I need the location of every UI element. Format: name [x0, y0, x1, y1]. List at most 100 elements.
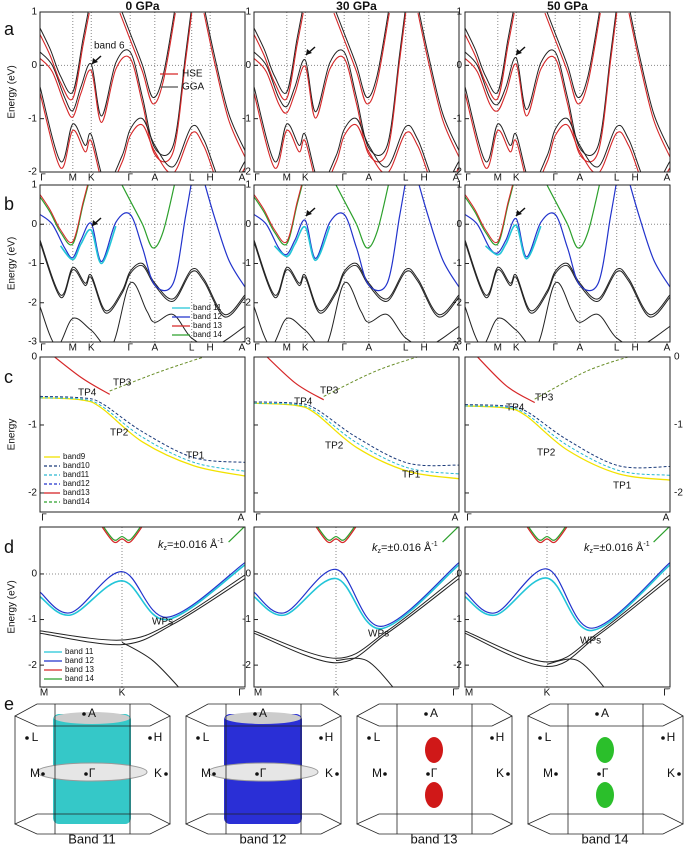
symmetry-point	[255, 772, 259, 776]
symmetry-point	[253, 712, 257, 716]
y-tick-label: 0	[31, 219, 37, 230]
caption: band 13	[411, 831, 458, 846]
x-tick-label: L	[614, 173, 620, 184]
plot-frame	[253, 11, 460, 173]
band-curve	[40, 239, 245, 316]
point-label: TP4	[294, 397, 313, 408]
y-tick-label: 0	[456, 219, 462, 230]
point-label: TP2	[325, 441, 344, 452]
band-curve	[254, 242, 459, 318]
x-tick-label: H	[207, 343, 214, 354]
band-curve	[476, 357, 536, 404]
symmetry-point	[506, 772, 510, 776]
x-tick-label: M	[494, 173, 502, 184]
band-curve	[323, 357, 419, 397]
y-tick-label: -1	[453, 258, 462, 269]
kz-label: kz=±0.016 Å-1	[584, 541, 650, 555]
arrow-head	[306, 210, 312, 216]
band-curve	[254, 12, 304, 101]
x-tick-label: Γ	[127, 343, 133, 354]
band-curve	[40, 185, 89, 244]
band-curve	[101, 527, 143, 544]
band-curve	[40, 12, 90, 101]
band-curve	[121, 185, 176, 249]
legend-label: band12	[63, 479, 90, 488]
x-tick-label: H	[632, 343, 639, 354]
point-label: H	[325, 730, 334, 744]
band-curve	[204, 185, 245, 288]
point-label: A	[88, 706, 96, 720]
brillouin-zone	[527, 703, 684, 835]
x-tick-label: M̄	[254, 686, 262, 699]
symmetry-point	[164, 772, 168, 776]
annotation: band 6	[94, 41, 125, 52]
x-tick-label: K̄	[119, 686, 126, 699]
y-tick-label: 0	[31, 352, 37, 363]
band-curve	[254, 12, 407, 163]
symmetry-point	[82, 712, 86, 716]
band-curve	[254, 12, 406, 156]
x-tick-label: Γ	[40, 343, 46, 354]
band-curve	[254, 185, 303, 244]
x-tick-label: A	[239, 173, 246, 184]
x-tick-label: Γ	[552, 173, 558, 184]
caption: Band 11	[68, 831, 115, 846]
x-tick-label: A	[576, 173, 583, 184]
band-curve	[417, 12, 459, 158]
band-curve	[254, 401, 459, 467]
kz-part: -1	[643, 541, 649, 548]
plot-frame	[464, 526, 671, 688]
band-curve	[40, 185, 89, 246]
x-tick-label: L	[189, 343, 195, 354]
point-label: K	[154, 766, 162, 780]
band-curve	[484, 224, 542, 260]
point-label: M	[543, 766, 553, 780]
y-tick-label: -1	[242, 113, 251, 124]
band-curve	[465, 404, 670, 469]
kz-part: -1	[217, 538, 223, 545]
plot-area	[40, 357, 245, 477]
y-tick-label: 0	[31, 60, 37, 71]
arrow-head	[516, 210, 522, 216]
plot-frame	[39, 11, 246, 173]
band-curve	[465, 562, 670, 629]
y-axis-label: Energy (eV)	[7, 65, 18, 118]
point-label: H	[667, 730, 676, 744]
column-title: 50 GPa	[547, 0, 588, 13]
band-curve	[465, 86, 670, 172]
x-tick-label: Γ	[465, 173, 471, 184]
band-curve	[544, 12, 601, 105]
y-tick-label: 1	[31, 180, 37, 191]
band-curve	[228, 527, 245, 543]
y-tick-label: 1	[245, 180, 251, 191]
band-curve	[534, 357, 630, 400]
point-label: K	[325, 766, 333, 780]
y-tick-label: 1	[31, 7, 37, 18]
band-curve	[109, 357, 206, 392]
caption: band 12	[240, 831, 287, 846]
y-tick-label: -2	[674, 488, 683, 499]
point-label: M	[372, 766, 382, 780]
kz-part: =±0.016 Å	[167, 538, 218, 551]
y-tick-label: -1	[242, 258, 251, 269]
fermi-pocket	[596, 737, 614, 763]
x-tick-label: Γ	[40, 173, 46, 184]
y-tick-label: -2	[28, 167, 37, 178]
fermi-surface-top	[54, 712, 130, 724]
x-tick-label: Γ̄	[663, 688, 671, 699]
band-curve	[465, 242, 670, 318]
y-tick-label: -1	[28, 420, 37, 431]
band-curve	[335, 12, 389, 99]
band-curve	[254, 402, 459, 480]
band-curve	[442, 527, 459, 543]
x-tick-label: H	[207, 173, 214, 184]
y-tick-label: -2	[453, 660, 462, 671]
band-curve	[465, 185, 514, 244]
band-curve	[40, 578, 245, 646]
y-tick-label: 0	[245, 60, 251, 71]
kz-part: =±0.016 Å	[593, 541, 644, 554]
symmetry-point	[319, 736, 323, 740]
y-tick-label: -2	[242, 660, 251, 671]
band-curve	[465, 578, 670, 667]
symmetry-point	[595, 712, 599, 716]
